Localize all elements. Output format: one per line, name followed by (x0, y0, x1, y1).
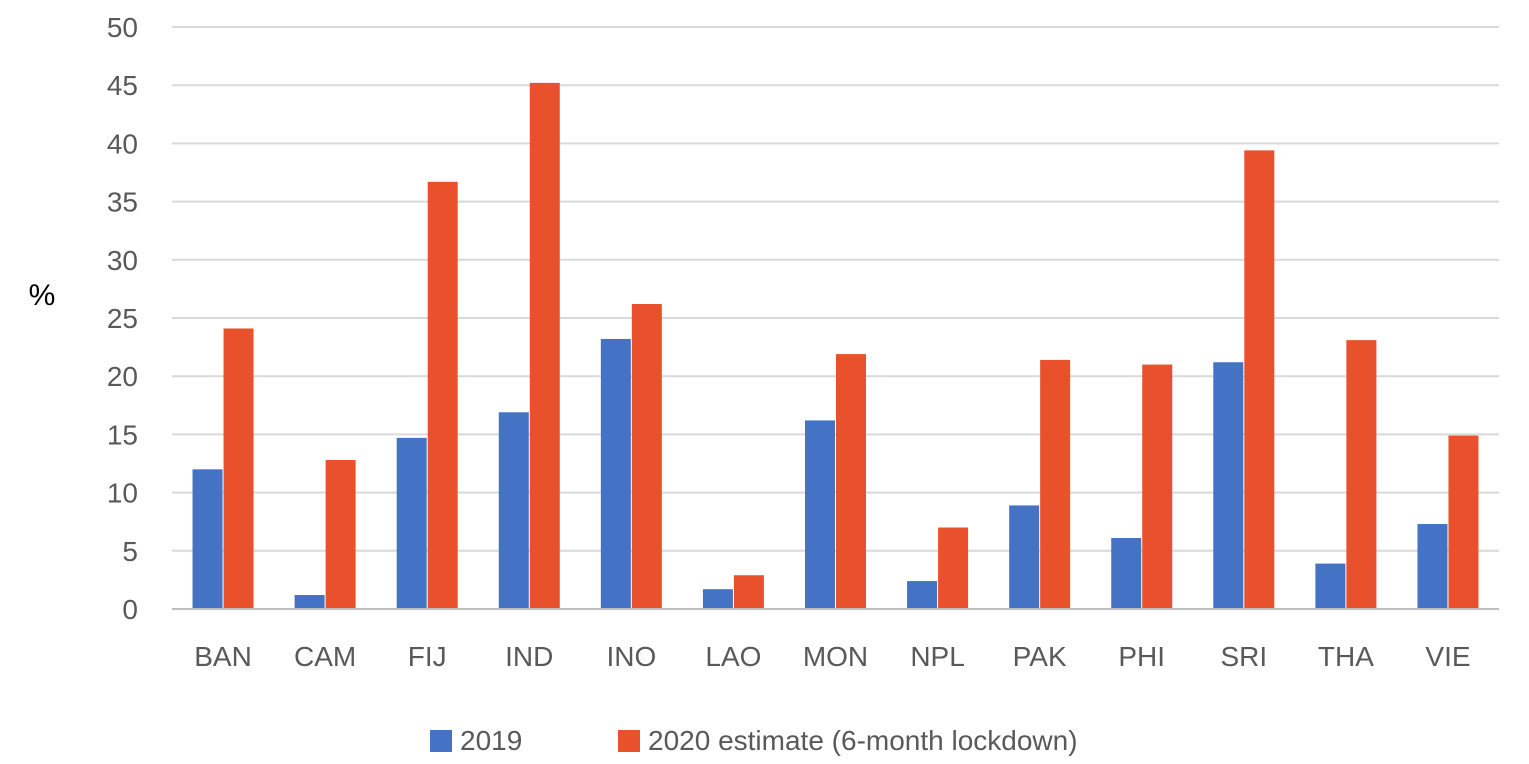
legend-label: 2020 estimate (6-month lockdown) (648, 725, 1078, 756)
bar-series1-ino (600, 338, 631, 609)
bar-series2-fij (427, 181, 458, 609)
bar-series1-lao (702, 589, 733, 609)
bar-series2-phi (1142, 364, 1173, 609)
bar-series1-vie (1417, 524, 1448, 609)
x-tick-label: BAN (194, 641, 252, 672)
bar-series2-tha (1346, 340, 1377, 609)
bar-series1-cam (294, 595, 325, 609)
y-axis-label: % (29, 279, 56, 312)
bar-series2-pak (1040, 359, 1071, 609)
y-tick-label: 20 (107, 361, 138, 392)
bar-series2-ban (223, 328, 254, 609)
bar-series1-fij (396, 437, 427, 609)
bars (192, 82, 1479, 609)
y-tick-label: 40 (107, 128, 138, 159)
y-tick-label: 50 (107, 12, 138, 43)
bar-series2-mon (836, 354, 866, 609)
x-tick-label: IND (505, 641, 553, 672)
y-tick-label: 0 (122, 594, 138, 625)
bar-series2-npl (938, 527, 969, 609)
bar-series1-phi (1111, 537, 1142, 609)
bar-series1-npl (907, 581, 938, 609)
x-axis-tick-labels: BAN CAM FIJ IND INO LAO MON NPL PAK PHI SRI THA VIE (194, 641, 1470, 672)
grid-lines (172, 26, 1499, 552)
bar-series2-sri (1244, 150, 1275, 609)
x-tick-label: FIJ (408, 641, 447, 672)
y-tick-label: 45 (107, 70, 138, 101)
bar-series1-ind (498, 412, 529, 609)
x-tick-label: THA (1318, 641, 1374, 672)
legend: 2019 2020 estimate (6-month lockdown) (430, 725, 1078, 756)
bar-series1-pak (1009, 505, 1040, 609)
y-tick-label: 35 (107, 187, 138, 218)
y-tick-label: 5 (122, 536, 138, 567)
x-tick-label: LAO (705, 641, 761, 672)
x-tick-label: CAM (294, 641, 356, 672)
x-tick-label: VIE (1425, 641, 1470, 672)
x-tick-label: INO (606, 641, 656, 672)
x-tick-label: SRI (1220, 641, 1267, 672)
legend-label: 2019 (460, 725, 522, 756)
x-tick-label: PHI (1118, 641, 1165, 672)
bar-series2-vie (1448, 435, 1479, 609)
bar-series2-ind (529, 82, 560, 609)
legend-swatch (618, 730, 640, 752)
y-tick-label: 10 (107, 478, 138, 509)
bar-series2-lao (733, 575, 764, 609)
x-tick-label: PAK (1013, 641, 1067, 672)
bar-series2-ino (631, 304, 662, 609)
x-tick-label: NPL (910, 641, 964, 672)
bar-series1-tha (1315, 563, 1346, 609)
bar-series1-mon (805, 420, 835, 609)
bar-series1-sri (1213, 362, 1244, 609)
y-tick-label: 25 (107, 303, 138, 334)
y-axis-tick-labels: 0 5 10 15 20 25 30 35 40 45 50 (107, 12, 138, 625)
y-tick-label: 30 (107, 245, 138, 276)
y-tick-label: 15 (107, 419, 138, 450)
x-tick-label: MON (803, 641, 868, 672)
legend-swatch (430, 730, 452, 752)
bar-series2-cam (325, 460, 356, 609)
bar-series1-ban (192, 469, 223, 609)
